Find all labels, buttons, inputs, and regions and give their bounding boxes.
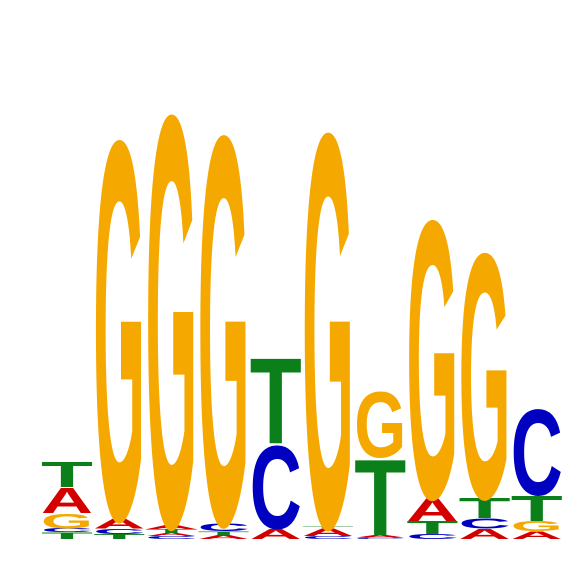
- logo-letter-C-pos1: C: [41, 528, 93, 534]
- logo-letter-C-pos6: C: [302, 535, 354, 540]
- logo-letter-A-pos6: A: [302, 526, 354, 538]
- logo-letter-A-pos7: A: [354, 534, 406, 538]
- logo-letter-C-pos4: C: [198, 521, 250, 533]
- logo-letter-T-pos3: T: [145, 528, 197, 534]
- logo-letter-T-pos8: T: [406, 518, 458, 538]
- logo-letter-G-pos7: G: [354, 373, 406, 478]
- logo-letter-C-pos5: C: [250, 421, 302, 554]
- logo-letter-A-pos8: A: [406, 491, 458, 528]
- logo-letter-C-pos3: C: [145, 535, 197, 540]
- logo-letter-T-pos4: T: [198, 530, 250, 537]
- logo-letter-A-pos4: A: [198, 534, 250, 540]
- logo-letter-C-pos9: C: [459, 516, 511, 532]
- logo-letter-C-pos10: C: [511, 385, 563, 522]
- logo-letter-T-pos7: T: [354, 437, 406, 558]
- logo-letter-G-pos4: G: [198, 19, 250, 566]
- logo-letter-G-pos1: G: [41, 509, 93, 533]
- logo-letter-C-pos2: C: [93, 527, 145, 535]
- logo-letter-A-pos2: A: [93, 516, 145, 532]
- logo-letter-T-pos10: T: [511, 488, 563, 528]
- logo-letter-G-pos6: G: [302, 18, 354, 566]
- logo-letter-G-pos10: G: [511, 518, 563, 534]
- logo-letter-G-pos9: G: [459, 182, 511, 566]
- logo-letter-T-pos9: T: [459, 492, 511, 524]
- logo-letter-A-pos5: A: [250, 526, 302, 542]
- logo-letter-C-pos7: C: [354, 537, 406, 539]
- logo-letter-T-pos1: T: [41, 454, 93, 494]
- logo-letter-G-pos2: G: [93, 28, 145, 566]
- logo-letter-T-pos2: T: [93, 532, 145, 540]
- logo-letter-A-pos10: A: [511, 529, 563, 541]
- logo-letter-T-pos6: T: [302, 525, 354, 528]
- logo-letter-T-pos1: T: [41, 530, 93, 541]
- logo-letter-G-pos8: G: [406, 139, 458, 566]
- logo-letter-A-pos9: A: [459, 526, 511, 542]
- logo-letter-A-pos1: A: [41, 481, 93, 522]
- logo-letter-A-pos3: A: [145, 532, 197, 537]
- logo-letter-C-pos8: C: [406, 533, 458, 541]
- logo-letter-T-pos5: T: [250, 332, 302, 469]
- logo-letter-G-pos3: G: [145, 0, 197, 566]
- logo-letter-A-pos3: A: [145, 525, 197, 531]
